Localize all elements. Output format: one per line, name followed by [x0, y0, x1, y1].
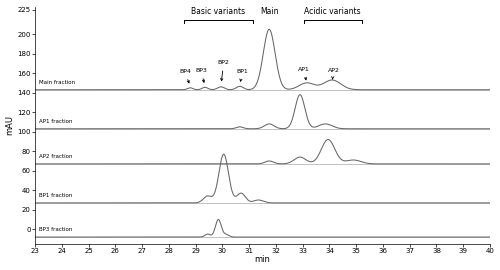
Y-axis label: mAU: mAU [6, 115, 15, 135]
Text: AP1 fraction: AP1 fraction [39, 119, 72, 124]
Text: Main fraction: Main fraction [39, 80, 75, 85]
Text: Acidic variants: Acidic variants [304, 7, 361, 16]
Text: AP2: AP2 [328, 68, 340, 79]
Text: BP3: BP3 [195, 68, 207, 82]
X-axis label: min: min [254, 255, 270, 264]
Text: BP4: BP4 [179, 69, 191, 83]
Text: AP2 fraction: AP2 fraction [39, 154, 72, 159]
Text: BP3 fraction: BP3 fraction [39, 227, 72, 232]
Text: BP1 fraction: BP1 fraction [39, 193, 72, 198]
Text: Basic variants: Basic variants [192, 7, 246, 16]
Text: Main: Main [260, 7, 278, 16]
Text: BP1: BP1 [236, 69, 248, 81]
Text: BP2: BP2 [218, 60, 230, 81]
Text: AP1: AP1 [298, 67, 310, 80]
